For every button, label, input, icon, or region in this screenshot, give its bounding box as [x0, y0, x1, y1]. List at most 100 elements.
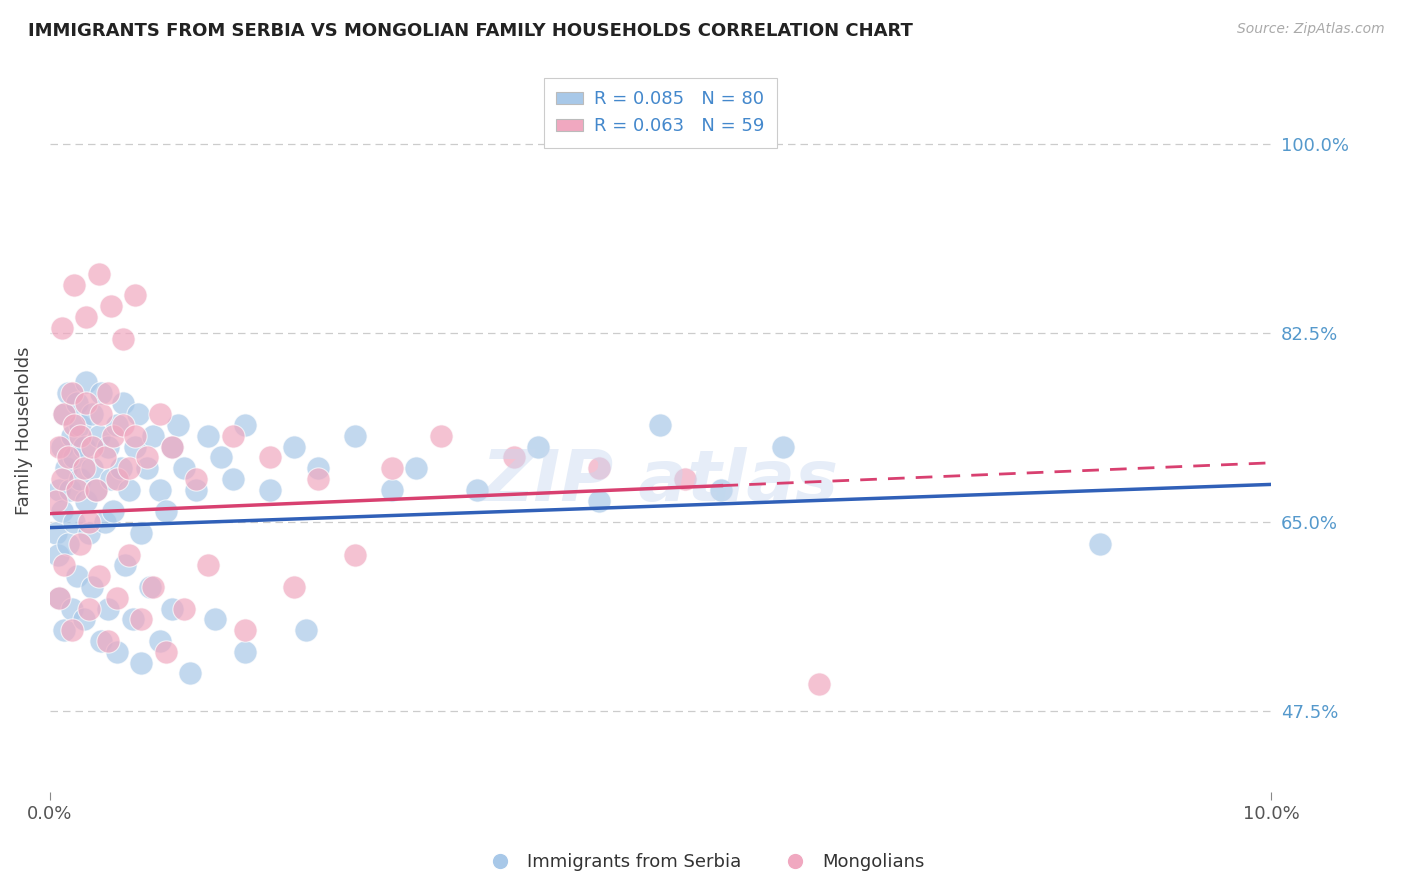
Point: [53, 624, 76, 638]
Point: [295, 624, 318, 638]
Point: [105, 472, 128, 486]
Point: [73, 461, 96, 475]
Point: [129, 656, 152, 670]
Point: [588, 493, 610, 508]
Point: [502, 450, 524, 465]
Point: [65, 483, 87, 497]
Point: [46, 548, 69, 562]
Point: [142, 580, 165, 594]
Point: [60, 429, 83, 443]
Point: [673, 472, 696, 486]
Point: [100, 299, 122, 313]
Point: [233, 645, 256, 659]
Point: [381, 461, 404, 475]
Point: [111, 396, 134, 410]
Point: [197, 558, 219, 573]
Point: [527, 440, 550, 454]
Point: [63, 417, 86, 432]
Point: [60, 601, 83, 615]
Point: [45, 493, 67, 508]
Point: [186, 472, 208, 486]
Point: [48, 591, 70, 605]
Point: [51, 440, 73, 454]
Point: [56, 537, 79, 551]
Point: [307, 461, 329, 475]
Point: [87, 429, 110, 443]
Point: [808, 677, 831, 691]
Y-axis label: Family Households: Family Households: [15, 346, 32, 515]
Point: [90, 634, 112, 648]
Point: [111, 417, 134, 432]
Point: [142, 429, 165, 443]
Point: [63, 515, 86, 529]
Point: [197, 429, 219, 443]
Point: [1088, 537, 1111, 551]
Point: [65, 569, 87, 583]
Point: [186, 483, 208, 497]
Point: [60, 624, 83, 638]
Point: [121, 612, 143, 626]
Point: [101, 504, 124, 518]
Point: [222, 472, 245, 486]
Point: [381, 483, 404, 497]
Point: [155, 645, 177, 659]
Point: [429, 429, 451, 443]
Point: [63, 450, 86, 465]
Point: [69, 417, 91, 432]
Point: [173, 601, 195, 615]
Legend: R = 0.085   N = 80, R = 0.063   N = 59: R = 0.085 N = 80, R = 0.063 N = 59: [544, 78, 778, 148]
Point: [105, 417, 128, 432]
Point: [209, 450, 232, 465]
Point: [105, 645, 128, 659]
Text: ZIP atlas: ZIP atlas: [482, 447, 839, 516]
Point: [155, 504, 177, 518]
Point: [69, 429, 91, 443]
Point: [56, 385, 79, 400]
Point: [650, 417, 672, 432]
Point: [129, 526, 152, 541]
Point: [45, 526, 67, 541]
Point: [118, 548, 141, 562]
Point: [48, 591, 70, 605]
Point: [139, 580, 162, 594]
Point: [55, 461, 77, 475]
Point: [84, 483, 107, 497]
Point: [167, 417, 190, 432]
Point: [114, 558, 136, 573]
Point: [65, 396, 87, 410]
Point: [124, 288, 146, 302]
Point: [129, 612, 152, 626]
Point: [82, 580, 104, 594]
Point: [53, 558, 76, 573]
Point: [588, 461, 610, 475]
Point: [100, 472, 122, 486]
Point: [48, 483, 70, 497]
Point: [73, 440, 96, 454]
Point: [344, 429, 367, 443]
Point: [51, 320, 73, 334]
Point: [160, 601, 183, 615]
Point: [53, 407, 76, 421]
Point: [111, 332, 134, 346]
Point: [283, 440, 305, 454]
Point: [69, 472, 91, 486]
Point: [136, 461, 159, 475]
Point: [90, 385, 112, 400]
Point: [93, 450, 115, 465]
Point: [179, 666, 201, 681]
Point: [75, 375, 97, 389]
Point: [87, 267, 110, 281]
Point: [77, 601, 100, 615]
Point: [124, 429, 146, 443]
Point: [97, 634, 120, 648]
Point: [90, 407, 112, 421]
Point: [93, 515, 115, 529]
Point: [105, 591, 128, 605]
Point: [307, 472, 329, 486]
Point: [118, 483, 141, 497]
Point: [204, 612, 226, 626]
Point: [259, 483, 281, 497]
Point: [160, 440, 183, 454]
Point: [173, 461, 195, 475]
Point: [136, 450, 159, 465]
